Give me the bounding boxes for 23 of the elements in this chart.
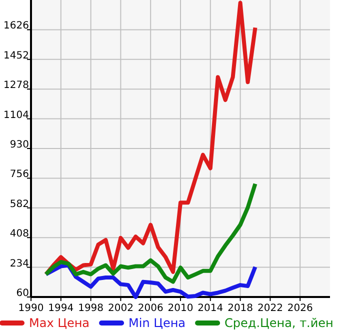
x-tick-label: 1994 <box>48 303 74 314</box>
y-tick-label: 60 <box>16 288 29 299</box>
y-tick-label: 1104 <box>4 110 29 121</box>
x-tick-label: 2002 <box>108 303 134 314</box>
x-tick-label: 2010 <box>168 303 194 314</box>
x-tick-label: 2006 <box>138 303 164 314</box>
x-tick-label: 1990 <box>18 303 44 314</box>
y-tick-label: 408 <box>10 228 29 240</box>
y-tick-label: 582 <box>10 198 29 210</box>
x-tick-label: 2018 <box>228 303 254 314</box>
y-tick-label: 1278 <box>4 80 29 92</box>
x-tick-label: 2022 <box>257 303 283 314</box>
y-tick-label: 1626 <box>4 20 29 32</box>
y-tick-label: 1452 <box>4 50 29 62</box>
legend-label: Max Цена <box>29 316 90 330</box>
y-tick-label: 756 <box>10 169 29 180</box>
y-tick-label: 234 <box>10 258 29 270</box>
x-tick-label: 2026 <box>287 303 313 314</box>
x-tick-label: 2014 <box>198 303 224 314</box>
legend-label: Min Цена <box>128 316 186 330</box>
x-tick-label: 1998 <box>78 303 104 314</box>
y-tick-label: 930 <box>10 140 29 150</box>
legend-label: Сред.Цена, т.йен <box>224 316 334 330</box>
